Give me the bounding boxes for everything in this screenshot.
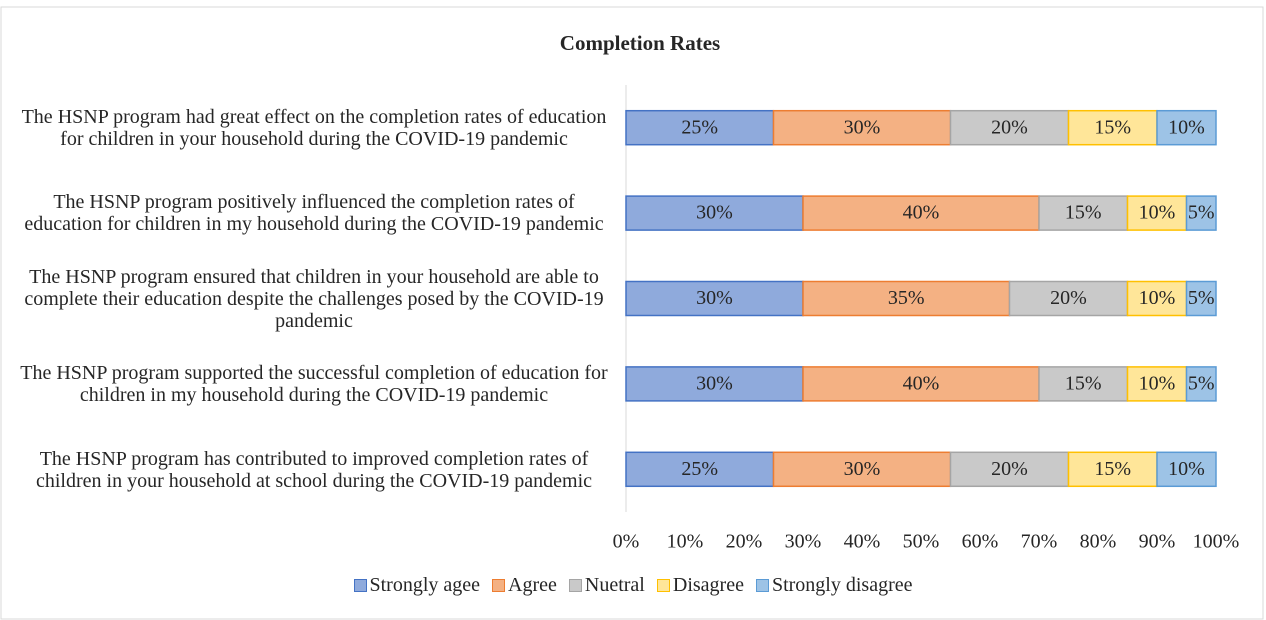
x-tick-label: 20% <box>726 531 763 553</box>
data-label: 5% <box>1188 372 1215 394</box>
x-tick-label: 70% <box>1021 531 1058 553</box>
data-label: 30% <box>844 116 881 138</box>
bar-segment <box>625 109 775 146</box>
category-label: The HSNP program positively influenced t… <box>24 191 604 236</box>
data-label: 10% <box>1139 287 1176 309</box>
x-tick-label: 50% <box>903 531 940 553</box>
data-label: 15% <box>1094 116 1131 138</box>
bar-segment <box>802 280 1011 317</box>
data-label: 25% <box>681 458 718 480</box>
legend-item: Nuetral <box>568 574 645 597</box>
legend-label: Disagree <box>672 574 744 596</box>
bar-segment <box>625 366 804 402</box>
data-label: 5% <box>1188 287 1215 309</box>
data-label: 30% <box>696 287 733 309</box>
data-label: 40% <box>903 202 940 224</box>
data-label: 20% <box>1050 287 1087 309</box>
legend-item: Strongly agee <box>353 574 481 597</box>
legend-label: Nuetral <box>584 574 645 596</box>
bar-segment <box>1126 195 1188 231</box>
bar-segment <box>949 109 1070 146</box>
data-label: 20% <box>991 458 1028 480</box>
category-label: The HSNP program ensured that children i… <box>24 265 604 332</box>
bar-segment <box>1067 109 1158 146</box>
data-label: 20% <box>991 116 1028 138</box>
x-tick-label: 10% <box>667 531 704 553</box>
data-label: 25% <box>681 116 718 138</box>
bar-segment <box>1126 280 1188 317</box>
bar-segment <box>1126 366 1188 402</box>
data-label: 30% <box>844 458 881 480</box>
bar-segment <box>1185 366 1217 402</box>
data-label: 30% <box>696 372 733 394</box>
x-tick-label: 60% <box>962 531 999 553</box>
bar-segment <box>949 451 1070 488</box>
bar-segment <box>1156 451 1217 488</box>
data-label: 5% <box>1188 202 1215 224</box>
legend-item: Agree <box>492 574 557 597</box>
legend-swatch <box>656 579 670 592</box>
legend-label: Strongly agee <box>369 574 481 596</box>
data-label: 40% <box>903 372 940 394</box>
x-tick-label: 90% <box>1139 531 1176 553</box>
category-label: The HSNP program had great effect on the… <box>21 106 607 150</box>
legend-item: Strongly disagree <box>755 574 913 597</box>
legend-swatch <box>492 579 506 592</box>
legend-label: Strongly disagree <box>771 574 913 596</box>
data-label: 30% <box>696 202 733 224</box>
data-label: 15% <box>1065 372 1102 394</box>
x-tick-label: 40% <box>844 531 881 553</box>
x-tick-label: 30% <box>785 531 822 553</box>
bar-segment <box>1185 195 1217 231</box>
legend-swatch <box>755 579 769 592</box>
bar-segment <box>625 280 804 317</box>
category-label: The HSNP program has contributed to impr… <box>36 447 592 492</box>
bar-segment <box>625 195 804 231</box>
x-tick-label: 100% <box>1193 531 1240 553</box>
data-label: 10% <box>1168 116 1205 138</box>
data-label: 10% <box>1168 458 1205 480</box>
legend-swatch <box>353 579 367 592</box>
data-label: 10% <box>1139 372 1176 394</box>
x-tick-label: 80% <box>1080 531 1117 553</box>
x-tick-label: 0% <box>613 531 640 553</box>
category-label: The HSNP program supported the successfu… <box>20 362 608 407</box>
chart-title: Completion Rates <box>560 31 720 55</box>
bar-segment <box>772 109 952 146</box>
chart-border <box>0 6 1264 620</box>
bar-segment <box>1008 280 1129 317</box>
data-label: 10% <box>1139 202 1176 224</box>
legend-label: Agree <box>508 574 557 596</box>
data-label: 15% <box>1065 202 1102 224</box>
data-label: 35% <box>888 287 925 309</box>
data-label: 15% <box>1094 458 1131 480</box>
legend-item: Disagree <box>656 574 744 597</box>
legend: Strongly agee Agree Nuetral Disagree Strongl… <box>0 574 1266 597</box>
bar-segment <box>1185 280 1217 317</box>
legend-swatch <box>568 579 582 592</box>
bar-segment <box>1156 109 1217 146</box>
bar-segment <box>1038 195 1129 231</box>
